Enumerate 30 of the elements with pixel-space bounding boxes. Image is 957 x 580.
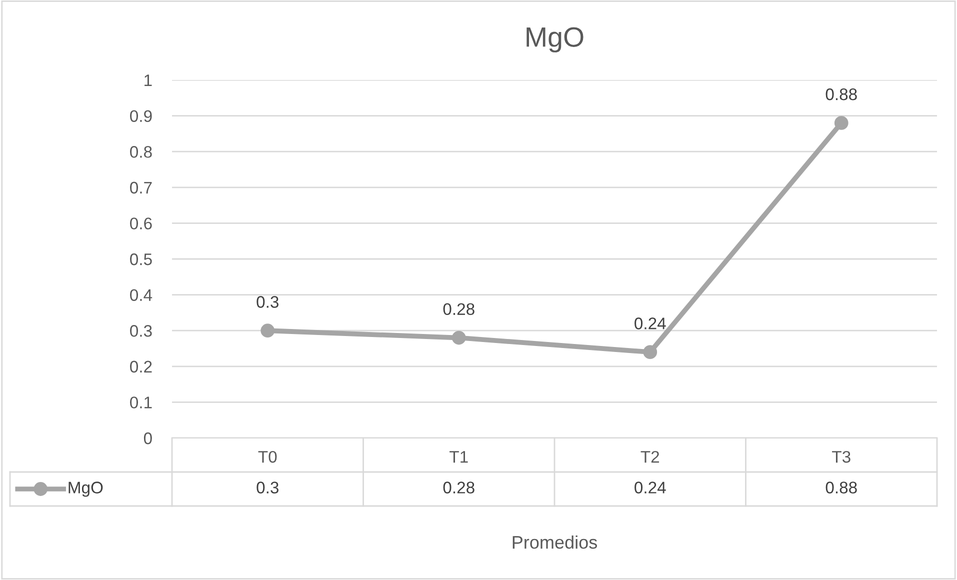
x-tick-label: T0 — [258, 450, 277, 463]
point — [643, 345, 658, 360]
y-tick-label: 0.7 — [130, 182, 152, 194]
y-tick-label: 1 — [144, 74, 152, 86]
data-label: 0.28 — [443, 303, 474, 316]
y-tick-label: 0.4 — [130, 289, 152, 302]
y-tick-label: 0.3 — [130, 325, 152, 337]
text: 0.3 — [256, 482, 278, 494]
x-axis-title: Promedios — [512, 535, 597, 549]
y-tick-label: 0.8 — [130, 146, 152, 158]
y-tick-label: 0.5 — [130, 253, 152, 266]
y-tick-label: 0 — [144, 432, 152, 444]
point — [834, 116, 848, 130]
chart-title: MgO — [526, 27, 584, 52]
legend-label: MgO — [68, 482, 103, 497]
data-label: 0.88 — [826, 88, 857, 100]
text: 0.24 — [634, 482, 666, 494]
x-tick-label: T2 — [640, 450, 660, 463]
y-tick-label: 0.2 — [130, 360, 152, 373]
data-label: 0.3 — [256, 296, 278, 308]
data-label: 0.24 — [634, 318, 666, 330]
y-tick-label: 0.1 — [130, 396, 152, 408]
x-tick-label: T1 — [450, 451, 468, 463]
y-tick-label: 0.9 — [130, 110, 152, 122]
text: 0.28 — [443, 482, 474, 494]
x-tick-label: T3 — [832, 450, 850, 463]
point — [260, 324, 275, 338]
text: 0.88 — [826, 482, 857, 494]
point — [452, 330, 466, 345]
y-tick-label: 0.6 — [130, 218, 152, 230]
